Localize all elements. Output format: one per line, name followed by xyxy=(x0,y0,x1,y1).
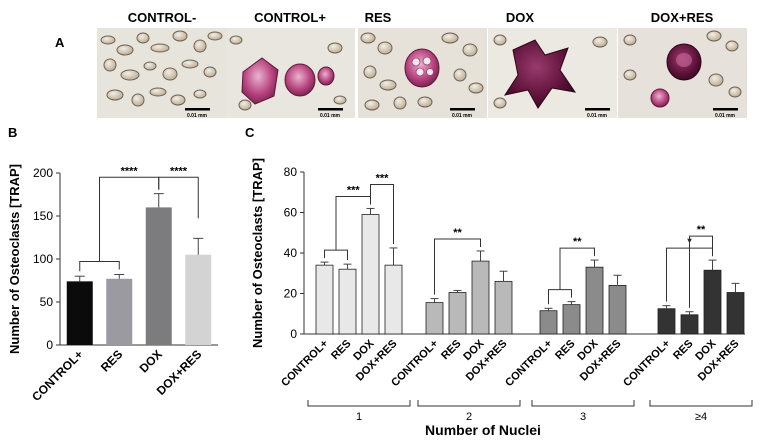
micrograph-label: DOX xyxy=(506,10,535,25)
x-tick-label: DOX xyxy=(137,347,165,375)
y-tick-label: 20 xyxy=(284,287,298,301)
significance-bracket xyxy=(158,176,199,219)
micrograph-label: DOX+RES xyxy=(651,10,714,25)
significance-label: ** xyxy=(453,227,462,239)
bar-group-4-control- xyxy=(657,308,676,335)
significance-bracket xyxy=(370,183,394,244)
nuclei-group-bracket xyxy=(307,400,411,407)
y-tick-label: 40 xyxy=(284,246,298,260)
chart-c: 0 20 40 60 80 Number of Osteoclasts [TRAP] Num… xyxy=(250,158,753,438)
y-axis-title: Number of Osteoclasts [TRAP] xyxy=(250,158,265,348)
significance-bracket xyxy=(324,249,348,261)
x-axis-title: Number of Nuclei xyxy=(425,422,541,438)
bar-group-2-dox-res xyxy=(494,280,513,335)
y-tick-label: 0 xyxy=(46,338,53,352)
bar-dox-res xyxy=(185,254,212,345)
scale-bar-label: 0.01 mm xyxy=(452,113,473,119)
nuclei-group-bracket xyxy=(531,400,635,407)
bar-control- xyxy=(66,281,93,345)
micrograph-dox: DOX 0.01 mm xyxy=(488,10,617,119)
nuclei-group-label: ≥4 xyxy=(695,411,707,423)
bar-group-3-dox xyxy=(585,266,604,335)
x-tick-label: RES xyxy=(553,338,577,362)
bar-group-3-dox-res xyxy=(608,284,627,335)
bar-group-1-control- xyxy=(315,264,334,335)
significance-bracket xyxy=(79,260,120,272)
micrograph-res: RES 0.01 mm xyxy=(358,10,487,119)
y-tick-label: 50 xyxy=(40,295,54,309)
bar-group-3-control- xyxy=(539,310,558,335)
micrograph-label: CONTROL- xyxy=(128,10,197,25)
x-tick-label: RES xyxy=(98,347,125,374)
significance-bracket xyxy=(559,247,595,290)
bar-group-4-dox xyxy=(703,269,722,335)
nuclei-group-label: 1 xyxy=(356,411,362,423)
bar-group-1-res xyxy=(338,268,357,335)
nuclei-group-bracket xyxy=(417,400,521,407)
scale-bar-label: 0.01 mm xyxy=(587,113,608,119)
x-tick-label: RES xyxy=(329,338,353,362)
y-tick-label: 60 xyxy=(284,206,298,220)
significance-bracket xyxy=(689,235,713,308)
panel-c-letter: C xyxy=(245,125,255,140)
nuclei-group-bracket xyxy=(649,400,753,407)
significance-label: ** xyxy=(573,236,582,248)
significance-label: ** xyxy=(697,224,706,236)
y-tick-label: 200 xyxy=(33,166,53,180)
chart-b: 0 50 100 150 200 Number of Osteoclasts [TRAP]… xyxy=(7,164,218,404)
x-tick-label: RES xyxy=(671,338,695,362)
x-tick-label: RES xyxy=(439,338,463,362)
significance-label: **** xyxy=(170,165,188,177)
bar-dox xyxy=(145,207,172,345)
micrograph-dox-res: DOX+RES 0.01 mm xyxy=(618,10,747,119)
bar-group-4-res xyxy=(680,314,699,335)
panel-b-letter: B xyxy=(8,125,17,140)
x-tick-label: CONTROL+ xyxy=(29,347,86,404)
significance-label: **** xyxy=(121,165,139,177)
scale-bar-label: 0.01 mm xyxy=(715,113,736,119)
significance-label: *** xyxy=(376,172,390,184)
x-tick-label: CONTROL+ xyxy=(279,338,330,389)
x-tick-label: CONTROL+ xyxy=(503,338,554,389)
nuclei-group-label: 3 xyxy=(580,411,586,423)
x-tick-label: CONTROL+ xyxy=(621,338,672,389)
bar-res xyxy=(106,278,133,345)
y-tick-label: 80 xyxy=(284,165,298,179)
bar-group-2-control- xyxy=(425,302,444,335)
micrograph-control-minus: CONTROL- 0.01 mm xyxy=(97,10,226,119)
bar-group-2-res xyxy=(448,292,467,335)
bar-group-3-res xyxy=(562,304,581,335)
micrograph-label: RES xyxy=(365,10,392,25)
significance-bracket xyxy=(434,238,481,295)
bar-group-2-dox xyxy=(471,260,490,335)
y-tick-label: 0 xyxy=(290,327,297,341)
scale-bar-label: 0.01 mm xyxy=(187,113,208,119)
nuclei-group-label: 2 xyxy=(466,411,472,423)
scale-bar-label: 0.01 mm xyxy=(320,113,341,119)
panel-a-letter: A xyxy=(55,35,65,50)
micrograph-label: CONTROL+ xyxy=(254,10,326,25)
y-tick-label: 150 xyxy=(33,209,53,223)
bar-group-4-dox-res xyxy=(726,292,745,335)
micrograph-control-plus: CONTROL+ 0.01 mm xyxy=(226,10,355,119)
significance-label: *** xyxy=(347,184,361,196)
bar-group-1-dox-res xyxy=(384,264,403,335)
y-axis-title: Number of Osteoclasts [TRAP] xyxy=(7,164,22,354)
bar-group-1-dox xyxy=(361,214,380,335)
y-tick-label: 100 xyxy=(33,252,53,266)
